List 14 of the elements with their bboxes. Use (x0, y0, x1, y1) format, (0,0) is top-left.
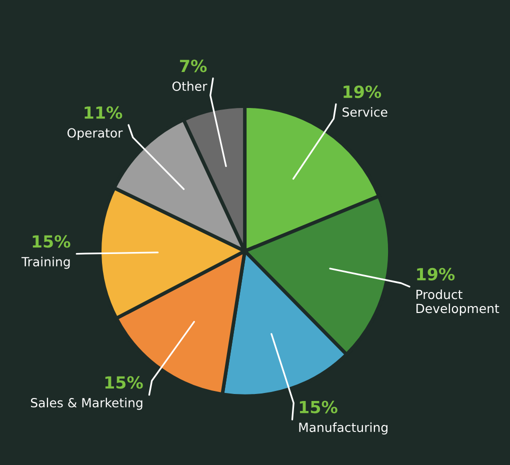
data-label: 19% (417, 268, 455, 280)
slice-label: Product Development (416, 290, 500, 316)
data-label: 15% (300, 400, 338, 414)
slice-label: Operator (67, 128, 123, 140)
slice-label: Service (342, 107, 388, 117)
slice-label: Sales & Marketing (30, 398, 142, 410)
slice-label: Training (21, 256, 70, 269)
data-label: 19% (344, 85, 382, 98)
data-label: 7% (180, 60, 207, 72)
slice-label: Manufacturing (299, 422, 388, 435)
data-label: 11% (84, 106, 122, 119)
data-label: 15% (32, 235, 70, 248)
data-label: 15% (105, 376, 143, 389)
slice-label: Other (172, 81, 208, 91)
